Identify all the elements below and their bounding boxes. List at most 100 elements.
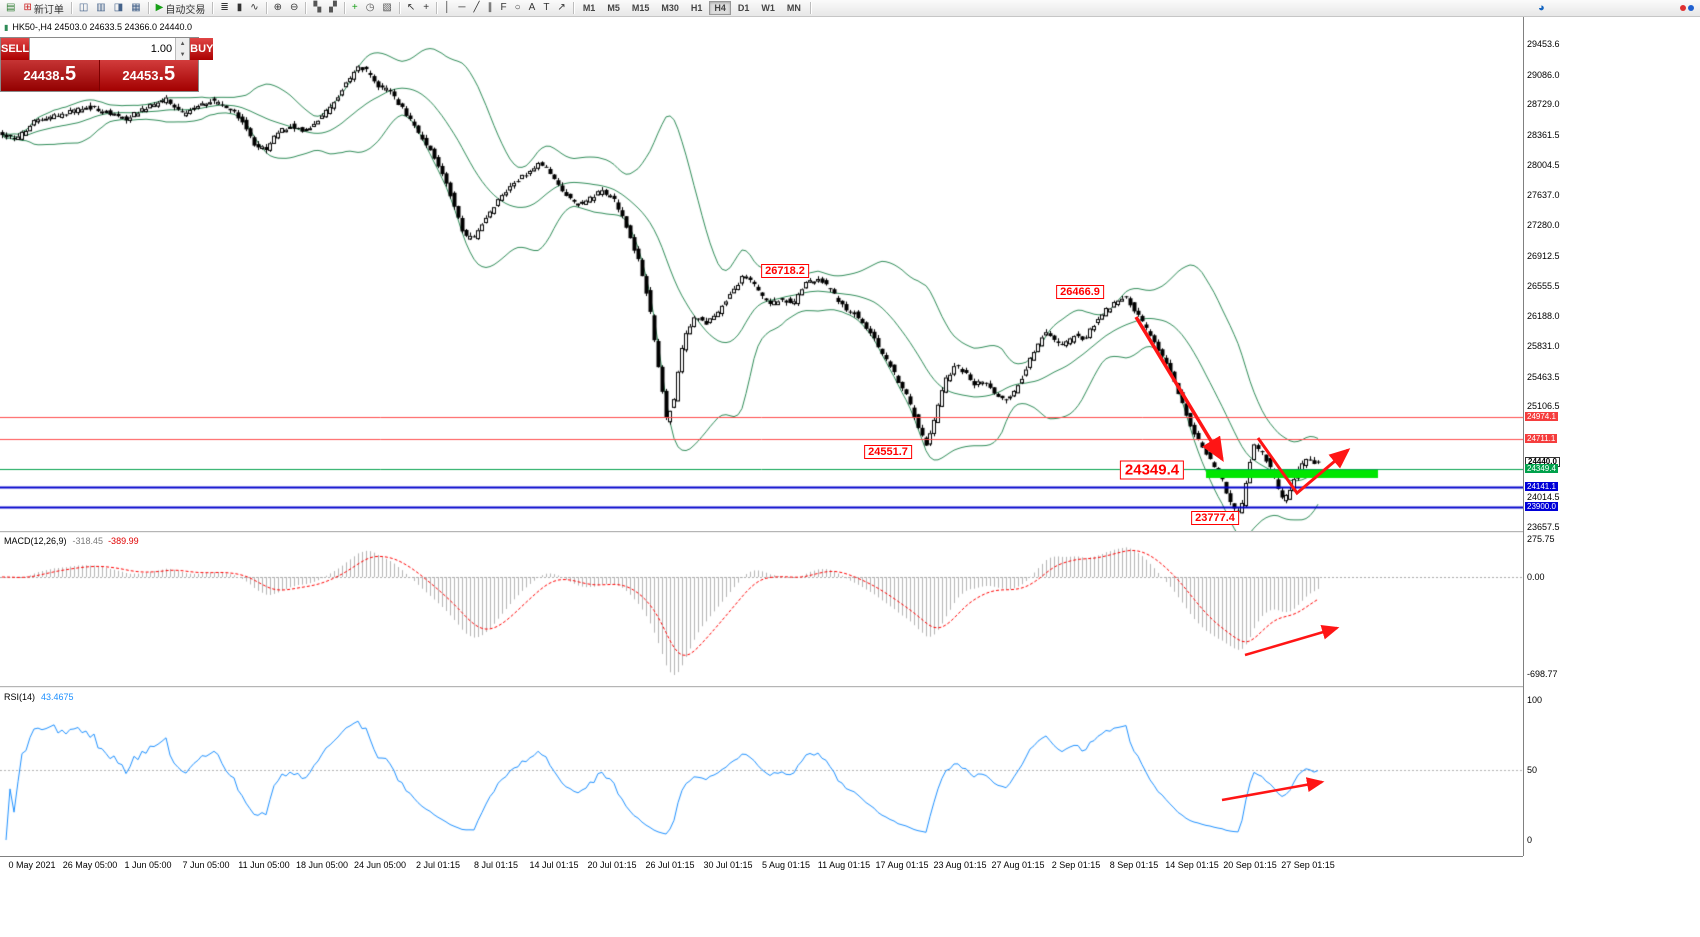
periods-button[interactable]: ◷ bbox=[362, 1, 379, 16]
zoom-in-button[interactable]: ⊕ bbox=[270, 1, 286, 16]
rsi-indicator-canvas[interactable] bbox=[0, 688, 1523, 856]
tile-windows-button[interactable]: ▚ bbox=[309, 1, 325, 16]
market-watch-button[interactable]: ◫ bbox=[75, 1, 92, 16]
toolbar-separator bbox=[70, 2, 72, 14]
timeframe-M30[interactable]: M30 bbox=[661, 3, 679, 13]
templates-icon: ▧ bbox=[382, 2, 392, 13]
timeframe-MN[interactable]: MN bbox=[786, 3, 801, 13]
volume-input[interactable] bbox=[30, 38, 176, 60]
new-chart-button[interactable]: ▤ bbox=[2, 1, 19, 16]
macd-axis-tick: -698.77 bbox=[1527, 669, 1558, 680]
timeframe-M5[interactable]: M5 bbox=[607, 3, 620, 13]
cascade-windows-button[interactable]: ▞ bbox=[325, 1, 341, 16]
arrows-tool-icon: ↗ bbox=[557, 2, 566, 13]
toolbar-separator bbox=[398, 2, 400, 14]
timeframe-H4[interactable]: H4 bbox=[709, 1, 731, 15]
periods-icon: ◷ bbox=[365, 2, 375, 13]
toolbar-separator bbox=[212, 2, 214, 14]
community-icon[interactable]: ◕ bbox=[1538, 2, 1545, 14]
price-marker-red: 24711.1 bbox=[1525, 434, 1558, 444]
terminal-button[interactable]: ▦ bbox=[127, 1, 144, 16]
sell-price-display[interactable]: 24438 .5 bbox=[1, 60, 100, 91]
price-axis-tick: 26912.5 bbox=[1527, 250, 1560, 261]
navigator-button[interactable]: ◨ bbox=[110, 1, 127, 16]
channel-button[interactable]: ∥ bbox=[483, 1, 496, 16]
time-axis-label: 17 Aug 01:15 bbox=[875, 860, 929, 870]
toolbar-separator bbox=[265, 2, 267, 14]
rsi-axis-tick: 100 bbox=[1527, 695, 1543, 705]
text-button[interactable]: A bbox=[525, 1, 540, 16]
volume-down-button[interactable]: ▼ bbox=[176, 49, 190, 60]
price-marker-blue: 23900.0 bbox=[1525, 501, 1558, 511]
fibonacci-button[interactable]: F bbox=[496, 1, 510, 16]
price-axis-tick: 29086.0 bbox=[1527, 69, 1560, 80]
line-chart-button[interactable]: ∿ bbox=[246, 1, 262, 16]
shapes-icon: ○ bbox=[514, 2, 521, 13]
volume-spinner: ▲ ▼ bbox=[175, 38, 190, 60]
channel-icon: ∥ bbox=[487, 2, 493, 13]
templates-button[interactable]: ▧ bbox=[378, 1, 395, 16]
symbol-info-text: HK50-,H4 24503.0 24633.5 24366.0 24440.0 bbox=[12, 22, 193, 32]
timeframe-D1[interactable]: D1 bbox=[737, 3, 750, 13]
price-axis-tick: 23657.5 bbox=[1527, 522, 1560, 532]
time-axis-label: 2 Sep 01:15 bbox=[1051, 860, 1101, 870]
macd-pane-separator[interactable] bbox=[0, 531, 1568, 533]
price-annotation[interactable]: 26718.2 bbox=[761, 264, 809, 278]
time-axis-label: 27 Aug 01:15 bbox=[991, 860, 1045, 870]
tile-windows-icon: ▚ bbox=[313, 2, 322, 13]
crosshair-icon: + bbox=[423, 2, 430, 13]
price-axis-tick: 28361.5 bbox=[1527, 130, 1560, 140]
time-axis-label: 27 Sep 01:15 bbox=[1281, 860, 1335, 870]
indicators-button[interactable]: + bbox=[348, 1, 362, 16]
macd-indicator-label: MACD(12,26,9) -318.45 -389.99 bbox=[4, 536, 139, 546]
volume-up-button[interactable]: ▲ bbox=[176, 38, 190, 49]
time-axis-label: 8 Jul 01:15 bbox=[473, 860, 519, 870]
autotrading-button[interactable]: ▶ 自动交易 bbox=[152, 1, 210, 16]
new-order-button[interactable]: ⊞ 新订单 bbox=[19, 1, 67, 16]
candlestick-chart-button[interactable]: ▮ bbox=[233, 1, 247, 16]
macd-indicator-canvas[interactable] bbox=[0, 533, 1523, 686]
price-axis[interactable]: 29453.6 29086.0 28729.0 28361.5 28004.5 27637… bbox=[1523, 17, 1568, 856]
timeframe-W1[interactable]: W1 bbox=[761, 3, 775, 13]
time-axis-label: 24 Jun 05:00 bbox=[353, 860, 407, 870]
toolbar-separator bbox=[809, 2, 811, 14]
buy-button[interactable]: BUY bbox=[190, 38, 214, 60]
arrows-tool-button[interactable]: ↗ bbox=[553, 1, 569, 16]
vertical-line-icon: │ bbox=[444, 2, 451, 13]
macd-signal-value: -389.99 bbox=[108, 536, 139, 546]
navigator-icon: ◨ bbox=[113, 2, 124, 13]
price-annotation[interactable]: 24551.7 bbox=[864, 445, 912, 459]
timeframe-H1[interactable]: H1 bbox=[690, 3, 703, 13]
price-axis-tick: 24014.5 bbox=[1527, 492, 1560, 503]
horizontal-line-button[interactable]: ─ bbox=[454, 1, 469, 16]
shapes-button[interactable]: ○ bbox=[511, 1, 525, 16]
timeframe-M1[interactable]: M1 bbox=[582, 3, 596, 13]
time-axis-label: 7 Jun 05:00 bbox=[182, 860, 230, 870]
data-window-button[interactable]: ▥ bbox=[92, 1, 109, 16]
zoom-out-button[interactable]: ⊖ bbox=[286, 1, 302, 16]
chart-window: ▮ HK50-,H4 24503.0 24633.5 24366.0 24440… bbox=[0, 17, 1568, 873]
trendline-button[interactable]: ╱ bbox=[469, 1, 483, 16]
buy-price-display[interactable]: 24453 .5 bbox=[99, 60, 198, 91]
text-label-icon: T bbox=[543, 2, 550, 13]
market-watch-icon: ◫ bbox=[78, 2, 89, 13]
toolbar-separator bbox=[305, 2, 307, 14]
trendline-icon: ╱ bbox=[473, 2, 480, 13]
time-axis[interactable]: 0 May 2021 26 May 05:00 1 Jun 05:00 7 Jun 0… bbox=[0, 856, 1523, 873]
vertical-line-button[interactable]: │ bbox=[440, 1, 454, 16]
price-annotation[interactable]: 26466.9 bbox=[1056, 285, 1104, 299]
timeframe-M15[interactable]: M15 bbox=[631, 3, 650, 13]
text-label-button[interactable]: T bbox=[539, 1, 553, 16]
cursor-button[interactable]: ↖ bbox=[403, 1, 419, 16]
bar-chart-button[interactable]: ≣ bbox=[216, 1, 232, 16]
price-annotation[interactable]: 24349.4 bbox=[1119, 460, 1185, 480]
time-axis-label: 26 Jul 01:15 bbox=[645, 860, 695, 870]
time-axis-label: 11 Jun 05:00 bbox=[238, 860, 290, 870]
crosshair-button[interactable]: + bbox=[419, 1, 433, 16]
rsi-pane-separator[interactable] bbox=[0, 686, 1568, 688]
sell-button[interactable]: SELL bbox=[1, 38, 30, 60]
volume-box: ▲ ▼ bbox=[29, 38, 191, 60]
price-axis-tick: 28729.0 bbox=[1527, 99, 1560, 110]
price-annotation[interactable]: 23777.4 bbox=[1191, 511, 1239, 525]
rsi-value: 43.4675 bbox=[41, 692, 74, 702]
